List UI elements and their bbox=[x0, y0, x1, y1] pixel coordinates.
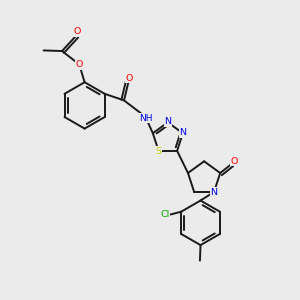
Text: O: O bbox=[73, 27, 81, 36]
Text: N: N bbox=[211, 188, 218, 197]
Text: N: N bbox=[164, 117, 171, 126]
Text: O: O bbox=[76, 60, 83, 69]
Text: NH: NH bbox=[140, 114, 153, 123]
Text: N: N bbox=[179, 128, 186, 137]
Text: S: S bbox=[156, 147, 162, 156]
Text: O: O bbox=[126, 74, 133, 82]
Text: O: O bbox=[230, 157, 238, 166]
Text: Cl: Cl bbox=[160, 210, 170, 219]
